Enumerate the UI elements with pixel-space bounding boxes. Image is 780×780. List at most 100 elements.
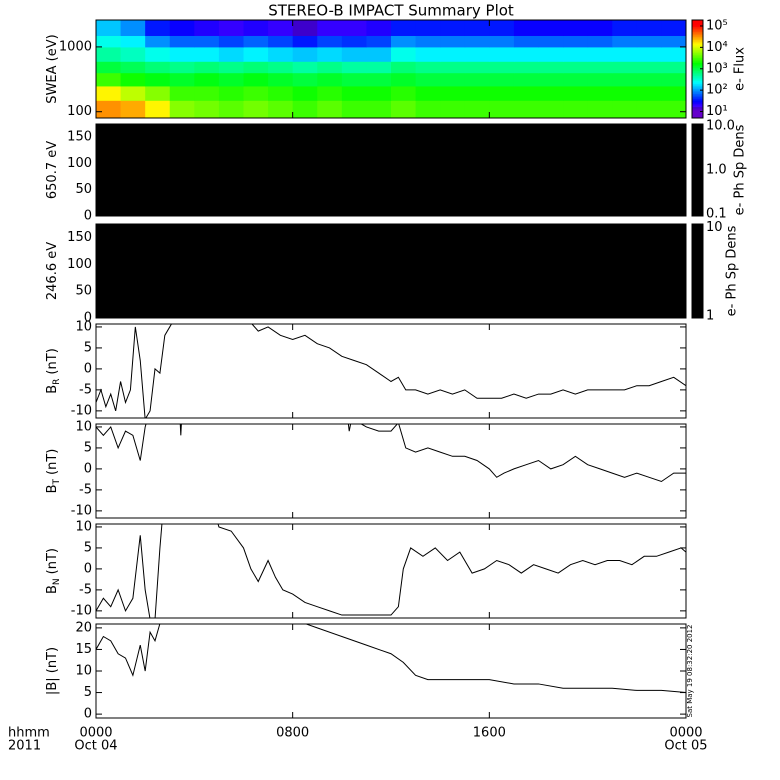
colorbar-swatch [692, 31, 703, 34]
y-tick-label: 100 [67, 156, 92, 171]
spectrogram-cell [612, 61, 638, 74]
y-tick-label: 100 [67, 257, 92, 272]
colorbar-swatch [692, 65, 703, 68]
spectrogram-cell [194, 100, 220, 118]
colorbar-swatch [692, 51, 703, 54]
spectrogram-cell [243, 35, 269, 48]
spectrogram-cell [268, 100, 294, 118]
colorbar-swatch [692, 60, 703, 63]
spectrogram-cell [366, 100, 392, 118]
y-label-text: 246.6 eV [45, 242, 60, 300]
spectrogram-cell [341, 46, 367, 62]
spectrogram-cell [366, 35, 392, 48]
spectrogram-fill [96, 124, 686, 216]
colorbar-swatch [692, 23, 703, 26]
colorbar-label: e- Ph Sp Dens [733, 124, 748, 215]
panel-frame [95, 123, 687, 217]
colorbar-swatch [692, 91, 703, 94]
spectrogram-cell [292, 85, 318, 101]
colorbar-swatch [692, 42, 703, 45]
panel-data [96, 20, 686, 118]
colorbar-tick-label: 0.1 [706, 206, 727, 221]
y-label-subscript: T [52, 478, 62, 485]
colorbar-swatch [692, 26, 703, 29]
panel-frame [95, 19, 687, 119]
spectrogram-cell [218, 61, 244, 74]
colorbar-swatch [692, 36, 703, 39]
spectrogram-cell [218, 20, 244, 36]
spectrogram-cell [440, 46, 466, 62]
colorbar-swatch [692, 96, 703, 99]
y-label-unit: (nT) [45, 348, 60, 374]
spectrogram-cell [513, 85, 539, 101]
spectrogram-cell [145, 61, 171, 74]
spectrogram-cell [317, 100, 343, 118]
spectrogram-cell [317, 72, 343, 87]
colorbar-swatch [692, 55, 703, 59]
y-tick-label: -5 [79, 482, 92, 497]
y-tick-label: 10 [75, 319, 92, 334]
plot-title: STEREO-B IMPACT Summary Plot [268, 2, 514, 20]
y-tick-label: -10 [71, 403, 92, 418]
spectrogram-cell [366, 20, 392, 36]
spectrogram-cell [464, 46, 490, 62]
spectrogram-cell [96, 100, 122, 118]
spectrogram-cell [489, 72, 515, 87]
spectrogram-cell [563, 72, 589, 87]
spectrogram-cell [636, 35, 662, 48]
panel-data [96, 324, 686, 418]
spectrogram-cell [292, 61, 318, 74]
spectrogram-cell [317, 46, 343, 62]
colorbar-tick-label: 10⁵ [706, 18, 728, 33]
y-tick-label: 50 [75, 182, 92, 197]
colorbar-swatch [692, 37, 703, 41]
y-label-subscript: R [52, 379, 62, 385]
y-tick-label: 5 [84, 685, 92, 700]
colorbar-tick-label: 10¹ [706, 104, 728, 119]
y-tick-label: 5 [84, 440, 92, 455]
spectrogram-cell [563, 35, 589, 48]
panel-frame [95, 423, 687, 519]
y-label-text: B [45, 385, 60, 394]
spectrogram-cell [538, 100, 564, 118]
spectrogram-cell [96, 20, 122, 36]
spectrogram-cell [341, 100, 367, 118]
colorbar-swatch [692, 103, 703, 106]
spectrogram-cell [120, 100, 146, 118]
spectrogram-cell [120, 35, 146, 48]
spectrogram-cell [661, 85, 686, 101]
y-tick-label: 1000 [59, 39, 92, 54]
spectrogram-cell [489, 20, 515, 36]
panel-data [96, 124, 686, 216]
spectrogram-cell [268, 20, 294, 36]
colorbar-swatch [692, 113, 703, 116]
y-tick-label: -10 [71, 503, 92, 518]
spectrogram-cell [341, 72, 367, 87]
spectrogram-cell [489, 85, 515, 101]
spectrogram-cell [538, 72, 564, 87]
colorbar-swatch [692, 54, 703, 57]
colorbar-tick-label: 10³ [706, 61, 728, 76]
spectrogram-cell [96, 46, 122, 62]
spectrogram-cell [243, 46, 269, 62]
y-tick-label: 0 [84, 209, 92, 224]
y-axis-label: 650.7 eV [45, 141, 60, 199]
colorbar-swatch [692, 77, 703, 80]
spectrogram-cell [243, 61, 269, 74]
y-tick-label: 150 [67, 130, 92, 145]
y-axis-label: 246.6 eV [45, 242, 60, 300]
colorbar-swatch [692, 69, 703, 72]
data-line [96, 324, 686, 418]
y-tick-label: 100 [67, 104, 92, 119]
spectrogram-cell [612, 46, 638, 62]
x-axis-label: hhmm [8, 726, 50, 741]
spectrogram-cell [120, 72, 146, 87]
spectrogram-cell [194, 35, 220, 48]
colorbar-swatch [692, 104, 703, 108]
y-tick-label: -5 [79, 582, 92, 597]
colorbar-swatch [692, 78, 703, 81]
colorbar-swatch [692, 90, 703, 93]
y-tick-label: 20 [75, 620, 92, 635]
panel-data [96, 524, 686, 618]
spectrogram-cell [464, 85, 490, 101]
